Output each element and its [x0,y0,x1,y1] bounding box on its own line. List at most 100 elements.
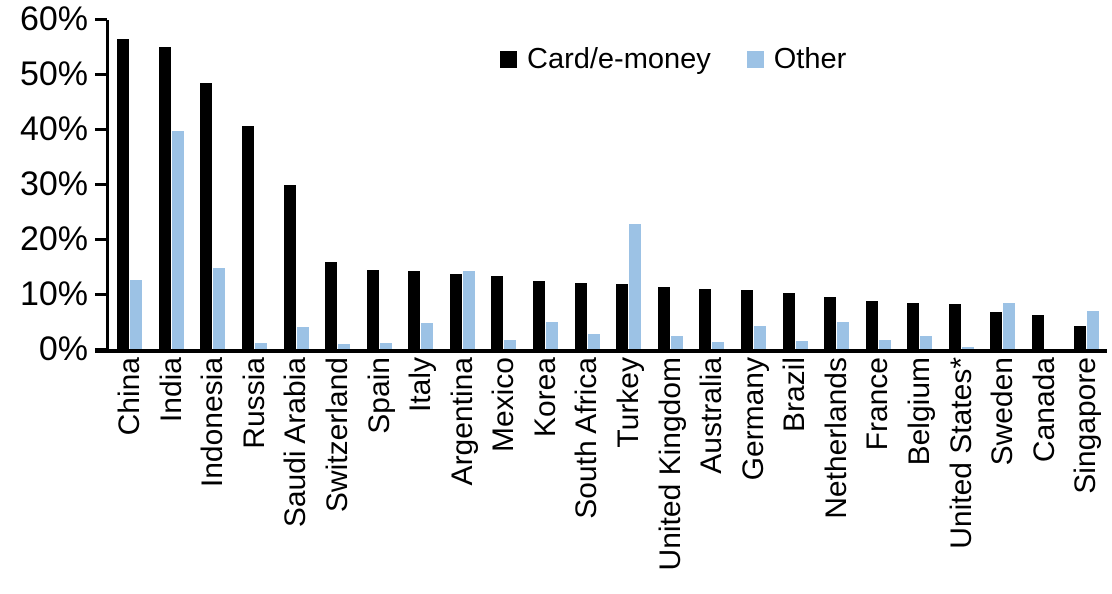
bar-other-argentina [462,271,475,349]
bar-card-e-money-saudi-arabia [283,184,296,349]
bar-card-e-money-korea [533,280,546,349]
bar-other-switzerland [338,343,351,349]
bar-other-mexico [504,339,517,349]
x-axis-label-united-kingdom: United Kingdom [653,357,687,571]
bar-group-korea [525,21,567,349]
x-axis-label-sweden: Sweden [986,357,1020,466]
y-axis-label-30%: 30% [19,165,88,203]
bar-group-united-states [941,21,983,349]
x-axis-label-united-states: United States* [944,357,978,549]
x-axis-label-turkey: Turkey [611,357,645,448]
bar-card-e-money-singapore [1073,325,1086,349]
x-axis-label-spain: Spain [362,357,396,434]
bar-card-e-money-india [158,46,171,349]
bar-other-germany [753,325,766,349]
x-label-cell-argentina: Argentina [442,357,484,594]
x-axis-label-mexico: Mexico [487,357,521,453]
y-axis-label-10%: 10% [19,275,88,313]
x-axis-label-argentina: Argentina [445,357,479,486]
x-label-cell-south-africa: South Africa [566,357,608,594]
x-axis-label-belgium: Belgium [903,357,937,466]
bar-card-e-money-turkey [616,284,629,349]
bar-card-e-money-sweden [990,312,1003,349]
bar-card-e-money-germany [740,290,753,349]
y-axis-label-60%: 60% [19,0,88,38]
bar-other-turkey [629,224,642,349]
bar-card-e-money-indonesia [200,82,213,349]
bar-group-united-kingdom [650,21,692,349]
bar-group-argentina [442,21,484,349]
x-label-cell-netherlands: Netherlands [816,357,858,594]
bar-group-australia [691,21,733,349]
legend: Card/e-money Other [500,42,846,76]
y-tick-50% [95,73,107,76]
x-axis-label-canada: Canada [1027,357,1061,463]
y-tick-40% [95,128,107,131]
legend-label-card-e-money: Card/e-money [527,43,711,75]
y-axis-label-20%: 20% [19,220,88,258]
bar-card-e-money-united-kingdom [657,287,670,349]
bar-card-e-money-canada [1032,314,1044,349]
bar-other-australia [712,342,725,349]
x-axis-label-saudi-arabia: Saudi Arabia [279,357,313,528]
bar-other-brazil [795,341,808,349]
legend-swatch-other [746,50,764,68]
bar-other-saudi-arabia [296,326,309,349]
bar-other-italy [421,322,434,349]
x-axis-line [95,349,1107,353]
legend-swatch-card-e-money [500,50,517,68]
y-tick-10% [95,293,107,296]
bar-other-korea [546,322,559,349]
bar-card-e-money-belgium [907,303,920,349]
x-label-cell-korea: Korea [525,357,567,594]
x-label-cell-united-states: United States* [941,357,983,594]
x-axis-label-russia: Russia [237,357,271,449]
bar-group-india [151,21,193,349]
legend-label-other: Other [773,43,847,75]
plot-area [109,21,1107,349]
y-tick-30% [95,183,107,186]
y-axis-label-0%: 0% [38,330,88,368]
x-label-cell-indonesia: Indonesia [192,357,234,594]
bar-other-south-africa [587,333,600,349]
bar-card-e-money-france [865,300,878,349]
bar-group-netherlands [816,21,858,349]
y-tick-0% [95,348,107,351]
x-label-cell-switzerland: Switzerland [317,357,359,594]
y-axis-label-50%: 50% [19,55,88,93]
x-label-cell-russia: Russia [234,357,276,594]
x-label-cell-belgium: Belgium [899,357,941,594]
x-axis-label-australia: Australia [695,357,729,474]
x-label-cell-singapore: Singapore [1065,357,1107,594]
bar-group-saudi-arabia [275,21,317,349]
bar-card-e-money-united-states [948,304,961,349]
bar-group-germany [733,21,775,349]
bar-card-e-money-mexico [491,276,504,349]
x-axis-label-china: China [113,357,147,436]
bar-other-united-states [961,346,974,349]
bar-card-e-money-netherlands [824,296,837,349]
bar-card-e-money-australia [699,288,712,349]
bar-card-e-money-russia [242,125,255,349]
bar-group-singapore [1065,21,1107,349]
x-axis-label-korea: Korea [528,357,562,438]
bar-other-netherlands [837,321,850,349]
bar-card-e-money-china [117,39,130,349]
bar-card-e-money-south-africa [574,283,587,349]
y-axis-label-40%: 40% [19,110,88,148]
bar-group-spain [358,21,400,349]
bar-other-france [878,339,891,349]
y-tick-60% [95,18,107,21]
x-label-cell-canada: Canada [1024,357,1066,594]
bar-other-belgium [920,336,933,349]
bar-other-sweden [1003,303,1016,349]
x-axis-label-indonesia: Indonesia [196,357,230,488]
bar-card-e-money-switzerland [325,262,338,349]
bar-group-indonesia [192,21,234,349]
bar-group-turkey [608,21,650,349]
bar-other-united-kingdom [670,335,683,349]
bar-group-russia [234,21,276,349]
x-axis-label-india: India [154,357,188,423]
x-axis-labels: China India Indonesia Russia Saudi Arabia Swi… [109,357,1107,594]
